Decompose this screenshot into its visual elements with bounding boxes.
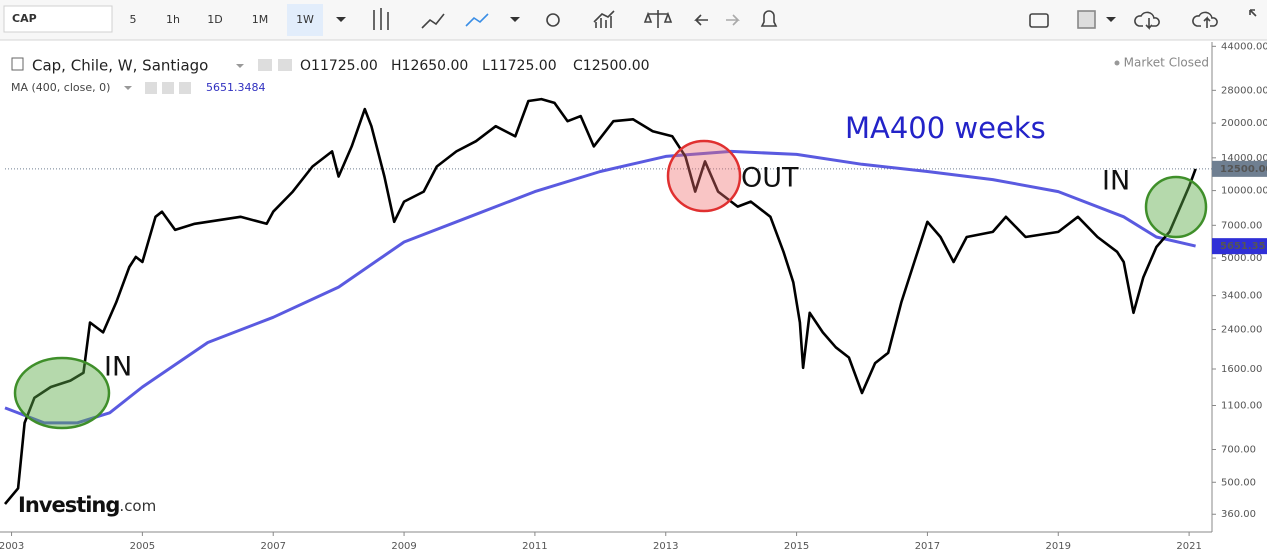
y-tick-label: 14000.00 <box>1221 153 1267 164</box>
x-tick-label: 2009 <box>391 541 416 552</box>
candle-icon[interactable] <box>373 8 389 30</box>
indicator-value: 5651.3484 <box>206 81 266 94</box>
x-tick-label: 2007 <box>260 541 285 552</box>
compare-icon[interactable] <box>643 10 673 28</box>
status-dot <box>1114 60 1120 66</box>
toolbar <box>0 0 1267 40</box>
y-tick-label: 2400.00 <box>1221 325 1262 336</box>
interval-button[interactable]: 5 <box>130 13 137 26</box>
market-status: Market Closed <box>1124 56 1209 70</box>
color-icon[interactable] <box>1077 10 1096 29</box>
dropdown-arrow[interactable] <box>1106 17 1116 22</box>
gear-icon[interactable] <box>162 82 174 94</box>
interval-button[interactable]: 1M <box>252 13 269 26</box>
indicator-arrow[interactable] <box>124 86 132 90</box>
chart-title: Cap, Chile, W, Santiago <box>32 57 208 75</box>
y-tick-label: 700.00 <box>1221 445 1256 456</box>
line-icon[interactable] <box>465 13 489 27</box>
symbol-box[interactable] <box>3 5 113 33</box>
in-circle <box>13 356 111 430</box>
ohlc-item: C12500.00 <box>573 58 650 74</box>
indicator-label: MA (400, close, 0) <box>11 81 110 94</box>
line-series <box>4 97 1197 505</box>
gear-icon[interactable] <box>278 59 292 71</box>
logo: Investing.com <box>18 493 156 517</box>
y-tick-label: 1600.00 <box>1221 364 1262 375</box>
ohlc-value: 12650.00 <box>402 58 469 74</box>
ohlc-key: O <box>300 58 311 74</box>
active-interval <box>287 4 323 36</box>
close-icon[interactable] <box>179 82 191 94</box>
y-tick-label: 3400.00 <box>1221 291 1262 302</box>
price-tag <box>1212 238 1267 255</box>
dropdown-arrow[interactable] <box>510 17 520 22</box>
x-tick-label: 2003 <box>0 541 24 552</box>
interval-button[interactable]: 1D <box>207 13 222 26</box>
upload-icon[interactable] <box>1192 11 1218 28</box>
ohlc-value: 12500.00 <box>583 58 650 74</box>
annotation: IN <box>104 352 132 383</box>
y-tick-label: 44000.00 <box>1221 41 1267 52</box>
title-arrow[interactable] <box>236 64 244 68</box>
download-icon[interactable] <box>1134 11 1160 30</box>
interval-button[interactable]: 1h <box>166 13 180 26</box>
x-tick-label: 2019 <box>1046 541 1071 552</box>
in-circle <box>1144 175 1208 239</box>
fullscreen-icon[interactable] <box>1249 9 1257 17</box>
price-tag <box>1212 160 1267 177</box>
x-tick-label: 2005 <box>130 541 155 552</box>
x-tick-label: 2015 <box>784 541 809 552</box>
x-tick-label: 2013 <box>653 541 678 552</box>
y-tick-label: 28000.00 <box>1221 85 1267 96</box>
alert-icon[interactable] <box>760 10 778 27</box>
redo-icon[interactable] <box>726 14 740 26</box>
y-tick-label: 500.00 <box>1221 477 1256 488</box>
logo-brand: Investing <box>18 493 119 517</box>
ohlc-key: C <box>573 58 583 74</box>
logo-suffix: .com <box>119 497 156 515</box>
ohlc-item: O11725.00 <box>300 58 378 74</box>
ohlc-item: L11725.00 <box>482 58 557 74</box>
y-tick-label: 7000.00 <box>1221 220 1262 231</box>
interval-button[interactable]: 1W <box>296 13 314 26</box>
y-tick-label: 5000.00 <box>1221 253 1262 264</box>
eye-icon[interactable] <box>258 59 272 71</box>
annotation: MA400 weeks <box>845 111 1046 145</box>
ohlc-value: 11725.00 <box>311 58 378 74</box>
price-tag-label: 5651.35 <box>1220 241 1266 252</box>
x-tick-label: 2021 <box>1176 541 1201 552</box>
settings-icon[interactable] <box>546 13 560 27</box>
y-tick-label: 360.00 <box>1221 509 1256 520</box>
annotation: OUT <box>741 163 799 194</box>
eye-icon[interactable] <box>145 82 157 94</box>
y-tick-label: 20000.00 <box>1221 118 1267 129</box>
ohlc-value: 11725.00 <box>490 58 557 74</box>
symbol: CAP <box>12 12 37 25</box>
y-tick-label: 10000.00 <box>1221 186 1267 197</box>
indicator-icon[interactable] <box>593 10 615 28</box>
x-tick-label: 2011 <box>522 541 547 552</box>
toolbar-icons <box>373 8 1257 30</box>
series-icon <box>11 57 24 71</box>
undo-icon[interactable] <box>694 14 708 26</box>
line-series <box>4 149 1196 425</box>
area-icon[interactable] <box>421 13 445 29</box>
y-tick-label: 1100.00 <box>1221 400 1262 411</box>
dropdown-arrow[interactable] <box>336 17 346 22</box>
annotation: IN <box>1102 166 1130 197</box>
price-tag-label: 12500.00 <box>1220 164 1267 175</box>
ohlc-key: H <box>391 58 402 74</box>
ohlc-item: H12650.00 <box>391 58 468 74</box>
out-circle <box>666 139 742 213</box>
camera-icon[interactable] <box>1029 13 1049 28</box>
ohlc-key: L <box>482 58 490 74</box>
x-tick-label: 2017 <box>915 541 940 552</box>
